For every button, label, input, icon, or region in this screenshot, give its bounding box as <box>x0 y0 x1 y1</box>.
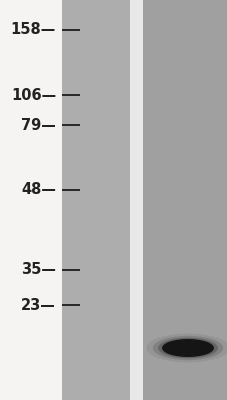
Text: 79—: 79— <box>21 118 56 132</box>
Bar <box>142 0 227 400</box>
Ellipse shape <box>146 334 227 362</box>
Text: 35—: 35— <box>21 262 56 278</box>
Ellipse shape <box>152 336 222 360</box>
Bar <box>62 0 129 400</box>
Ellipse shape <box>157 338 217 358</box>
Bar <box>0 0 62 400</box>
Bar <box>129 0 142 400</box>
Ellipse shape <box>161 339 213 357</box>
Text: 158—: 158— <box>11 22 56 38</box>
Text: 23—: 23— <box>21 298 56 312</box>
Text: 106—: 106— <box>11 88 56 102</box>
Text: 48—: 48— <box>21 182 56 198</box>
